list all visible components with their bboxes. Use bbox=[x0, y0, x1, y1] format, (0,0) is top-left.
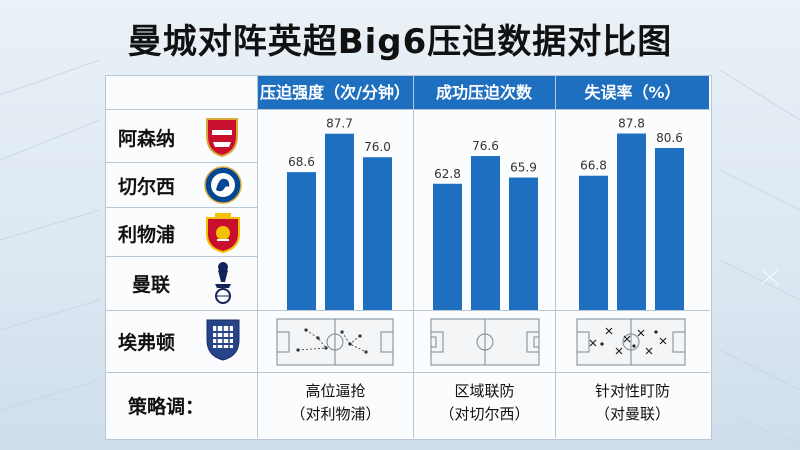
strategy-line: 针对性盯防 bbox=[594, 382, 670, 400]
team-label-manutd: 曼联 bbox=[132, 274, 171, 296]
strategy-zonal-defense: 区域联防 （对切尔西） bbox=[414, 380, 555, 426]
bar-group3-b bbox=[617, 133, 646, 310]
bar-group1-a bbox=[287, 172, 316, 310]
bar-group2-a bbox=[433, 183, 462, 310]
strategy-line: （对利物浦） bbox=[290, 405, 381, 423]
arsenal-crest-icon bbox=[206, 118, 238, 158]
column-divider bbox=[413, 76, 414, 438]
bar-group3-c bbox=[655, 147, 684, 310]
row-divider bbox=[105, 256, 257, 257]
bar-value-label: 76.0 bbox=[364, 140, 391, 154]
column-divider bbox=[257, 76, 258, 438]
row-divider bbox=[105, 109, 710, 110]
pitch-diagram-zonal-defense bbox=[430, 318, 540, 366]
bar-value-label: 80.6 bbox=[656, 131, 683, 145]
row-divider bbox=[105, 207, 257, 208]
row-divider bbox=[105, 372, 710, 373]
column-divider bbox=[555, 76, 556, 438]
team-label-everton: 埃弗顿 bbox=[118, 332, 176, 354]
row-divider bbox=[105, 162, 257, 163]
strategy-line: （对切尔西） bbox=[439, 405, 530, 423]
strategy-line: 区域联防 bbox=[454, 382, 515, 400]
strategy-high-press: 高位逼抢 （对利物浦） bbox=[258, 380, 413, 426]
strategy-label: 策略调： bbox=[128, 396, 205, 418]
bar-value-label: 62.8 bbox=[434, 167, 461, 181]
chelsea-crest-icon bbox=[204, 166, 242, 204]
bar-value-label: 66.8 bbox=[580, 159, 607, 173]
bar-value-label: 68.6 bbox=[288, 155, 315, 169]
row-divider bbox=[105, 310, 710, 311]
bar-group1-b bbox=[325, 133, 354, 310]
everton-crest-icon bbox=[206, 319, 240, 361]
pitch-diagram-high-press bbox=[276, 318, 394, 366]
bar-group3-a bbox=[579, 175, 608, 310]
tottenham-crest-icon bbox=[215, 262, 231, 304]
bar-value-label: 65.9 bbox=[510, 161, 537, 175]
bar-group1-c bbox=[363, 157, 392, 310]
header-error-rate: 失误率（%） bbox=[584, 83, 681, 102]
liverpool-crest-icon bbox=[206, 213, 240, 254]
header-bar bbox=[257, 76, 709, 109]
bar-value-label: 87.8 bbox=[618, 117, 645, 131]
strategy-line: （对曼联） bbox=[594, 405, 670, 423]
strategy-line: 高位逼抢 bbox=[305, 382, 366, 400]
team-label-arsenal: 阿森纳 bbox=[118, 128, 176, 150]
pitch-diagram-man-marking bbox=[576, 318, 686, 366]
bar-value-label: 76.6 bbox=[472, 139, 499, 153]
header-pressing-intensity: 压迫强度（次/分钟） bbox=[260, 83, 410, 102]
header-successful-presses: 成功压迫次数 bbox=[435, 83, 532, 102]
team-label-liverpool: 利物浦 bbox=[118, 224, 176, 246]
strategy-man-marking: 针对性盯防 （对曼联） bbox=[556, 380, 709, 426]
bar-group2-b bbox=[471, 156, 500, 310]
bar-value-label: 87.7 bbox=[326, 117, 353, 131]
page-title: 曼城对阵英超Big6压迫数据对比图 bbox=[127, 22, 673, 62]
bar-group2-c bbox=[509, 177, 538, 310]
team-label-chelsea: 切尔西 bbox=[118, 176, 176, 198]
